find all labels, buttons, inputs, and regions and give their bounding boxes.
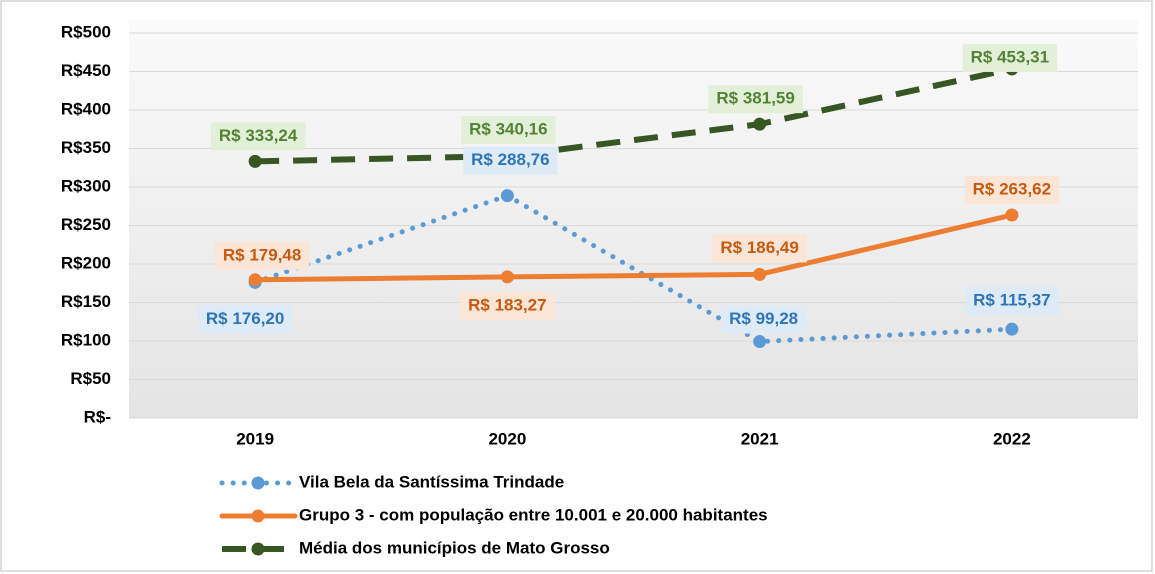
legend-marker bbox=[251, 509, 265, 523]
label-box bbox=[708, 85, 803, 114]
data-label: R$ 333,24 bbox=[219, 126, 298, 145]
data-point bbox=[753, 335, 767, 349]
data-label: R$ 263,62 bbox=[973, 179, 1051, 198]
series-line bbox=[252, 212, 1015, 283]
y-tick-label: R$150 bbox=[61, 292, 111, 311]
data-label: R$ 183,27 bbox=[468, 295, 546, 314]
data-point bbox=[500, 189, 514, 203]
data-label: R$ 340,16 bbox=[469, 120, 547, 139]
series-line bbox=[255, 66, 1013, 165]
y-tick-label: R$250 bbox=[61, 215, 111, 234]
legend-label: Vila Bela da Santíssima Trindade bbox=[299, 472, 564, 491]
y-tick-label: R$200 bbox=[61, 253, 111, 272]
data-point bbox=[248, 273, 262, 287]
data-label: R$ 179,48 bbox=[223, 245, 301, 264]
label-box bbox=[463, 146, 558, 175]
label-box bbox=[460, 291, 555, 320]
label-box bbox=[461, 116, 556, 145]
y-tick-label: R$450 bbox=[61, 61, 111, 80]
label-box bbox=[214, 241, 310, 270]
series-line bbox=[252, 192, 1015, 345]
data-label: R$ 115,37 bbox=[973, 291, 1051, 310]
y-tick-label: R$350 bbox=[61, 138, 111, 157]
y-tick-label: R$- bbox=[84, 407, 111, 426]
y-tick-label: R$400 bbox=[61, 99, 111, 118]
data-point bbox=[753, 267, 767, 281]
label-box bbox=[210, 122, 306, 151]
x-tick-label: 2020 bbox=[488, 429, 526, 448]
x-tick-label: 2022 bbox=[993, 429, 1031, 448]
data-point bbox=[1005, 322, 1019, 336]
y-tick-label: R$500 bbox=[61, 22, 111, 41]
label-box bbox=[712, 234, 807, 263]
y-tick-label: R$100 bbox=[61, 330, 111, 349]
legend-marker bbox=[251, 542, 265, 556]
data-point bbox=[1005, 208, 1019, 222]
data-label: R$ 288,76 bbox=[471, 150, 549, 169]
data-label: R$ 186,49 bbox=[720, 238, 798, 257]
legend-label: Grupo 3 - com população entre 10.001 e 2… bbox=[299, 505, 768, 524]
plot-area bbox=[129, 20, 1138, 418]
label-box bbox=[965, 287, 1059, 316]
label-box bbox=[721, 305, 807, 334]
data-point bbox=[500, 270, 514, 284]
data-label: R$ 453,31 bbox=[971, 47, 1049, 66]
data-point bbox=[753, 117, 767, 131]
data-label: R$ 381,59 bbox=[716, 89, 794, 108]
data-label: R$ 176,20 bbox=[206, 309, 284, 328]
label-box bbox=[964, 176, 1060, 205]
data-point bbox=[248, 154, 262, 168]
y-tick-label: R$50 bbox=[70, 369, 111, 388]
label-box bbox=[197, 305, 293, 334]
x-tick-label: 2021 bbox=[741, 429, 779, 448]
legend-label: Média dos municípios de Mato Grosso bbox=[299, 538, 610, 557]
label-box bbox=[962, 43, 1058, 72]
data-label: R$ 99,28 bbox=[729, 309, 798, 328]
x-tick-label: 2019 bbox=[236, 429, 274, 448]
y-tick-label: R$300 bbox=[61, 176, 111, 195]
legend-marker bbox=[251, 476, 265, 490]
